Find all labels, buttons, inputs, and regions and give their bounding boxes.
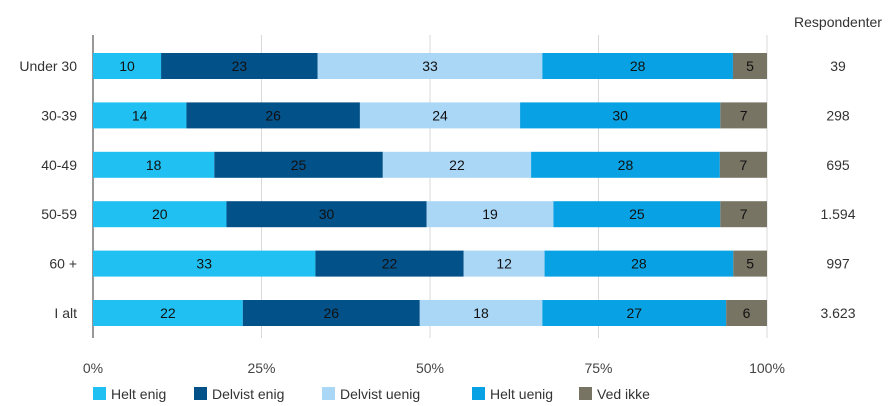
data-label: 28 (631, 256, 647, 272)
x-tick-label: 50% (416, 360, 444, 376)
category-labels: Under 30 30-39 40-49 50-59 60 + I alt (19, 58, 77, 321)
data-label: 18 (473, 305, 489, 321)
bar-segment (93, 201, 227, 228)
legend-swatch (322, 387, 335, 400)
legend-swatch (194, 387, 207, 400)
data-label: 14 (132, 107, 148, 123)
data-label: 6 (743, 305, 751, 321)
legend-label: Delvist enig (212, 386, 284, 402)
legend-swatch (93, 387, 106, 400)
category-label: 30-39 (41, 107, 77, 123)
x-tick-label: 0% (83, 360, 103, 376)
respondent-counts: 39 298 695 1.594 997 3.623 (820, 58, 855, 321)
respondent-count: 997 (826, 256, 850, 272)
bar-segment (226, 201, 427, 228)
bar-segment (382, 151, 532, 178)
bar-segment (426, 201, 554, 228)
x-tick-labels: 0% 25% 50% 75% 100% (83, 360, 785, 376)
legend-swatch (579, 387, 592, 400)
data-label: 7 (740, 107, 748, 123)
data-label: 5 (746, 58, 754, 74)
data-label: 28 (630, 58, 646, 74)
category-label: 50-59 (41, 206, 77, 222)
data-label: 24 (432, 107, 448, 123)
bar-segment (553, 201, 721, 228)
data-label: 5 (746, 256, 754, 272)
respondent-count: 695 (826, 157, 850, 173)
bar-segment (542, 53, 733, 79)
category-label: I alt (54, 305, 77, 321)
bar-segment (161, 53, 318, 79)
legend-label: Delvist uenig (340, 386, 420, 402)
data-label: 23 (232, 58, 248, 74)
bars: 10 23 33 28 5 14 26 24 30 7 18 25 22 28 7 20 30 19 25 7 33 22… (93, 53, 767, 326)
gridlines (92, 35, 768, 338)
x-tick-label: 25% (247, 360, 275, 376)
data-label: 22 (449, 157, 465, 173)
data-label: 28 (618, 157, 634, 173)
data-label: 25 (291, 157, 307, 173)
data-label: 7 (740, 206, 748, 222)
bar-segment (93, 53, 162, 79)
bar-segment (93, 250, 316, 277)
respondents-title: Respondenter (794, 14, 882, 30)
bar-segment (732, 53, 767, 79)
legend-swatch (472, 387, 485, 400)
data-label: 30 (612, 107, 628, 123)
bar-segment (542, 300, 727, 326)
data-label: 27 (626, 305, 642, 321)
x-tick-label: 100% (749, 360, 785, 376)
data-label: 12 (496, 256, 512, 272)
data-label: 19 (482, 206, 498, 222)
data-label: 33 (422, 58, 438, 74)
data-label: 26 (323, 305, 339, 321)
category-label: 40-49 (41, 157, 77, 173)
bar-segment (359, 102, 521, 129)
bar-segment (463, 250, 545, 277)
x-tick-label: 75% (584, 360, 612, 376)
legend-label: Helt enig (111, 386, 166, 402)
respondent-count: 298 (826, 107, 850, 123)
legend-label: Helt uenig (490, 386, 553, 402)
data-label: 18 (146, 157, 162, 173)
bar-segment (214, 151, 383, 178)
legend-label: Ved ikke (597, 386, 650, 402)
bar-segment (544, 250, 734, 277)
legend: Helt enig Delvist enig Delvist uenig Helt u… (93, 386, 650, 402)
data-label: 22 (382, 256, 398, 272)
data-label: 26 (265, 107, 281, 123)
data-label: 25 (629, 206, 645, 222)
data-label: 22 (160, 305, 176, 321)
category-label: 60 + (49, 256, 77, 272)
bar-segment (726, 300, 767, 326)
respondent-count: 3.623 (820, 305, 855, 321)
bar-segment (93, 151, 215, 178)
bar-segment (242, 300, 420, 326)
bar-segment (317, 53, 543, 79)
bar-segment (720, 102, 767, 129)
bar-segment (733, 250, 767, 277)
data-label: 30 (319, 206, 335, 222)
respondent-count: 39 (830, 58, 846, 74)
bar-segment (186, 102, 360, 129)
respondent-count: 1.594 (820, 206, 855, 222)
bar-segment (315, 250, 464, 277)
bar-segment (93, 102, 187, 129)
data-label: 33 (196, 256, 212, 272)
category-label: Under 30 (19, 58, 77, 74)
bar-segment (93, 300, 243, 326)
bar-segment (419, 300, 543, 326)
data-label: 7 (740, 157, 748, 173)
bar-segment (531, 151, 720, 178)
data-label: 20 (152, 206, 168, 222)
bar-segment (719, 151, 767, 178)
data-label: 10 (119, 58, 135, 74)
bar-segment (520, 102, 721, 129)
bar-segment (720, 201, 767, 228)
